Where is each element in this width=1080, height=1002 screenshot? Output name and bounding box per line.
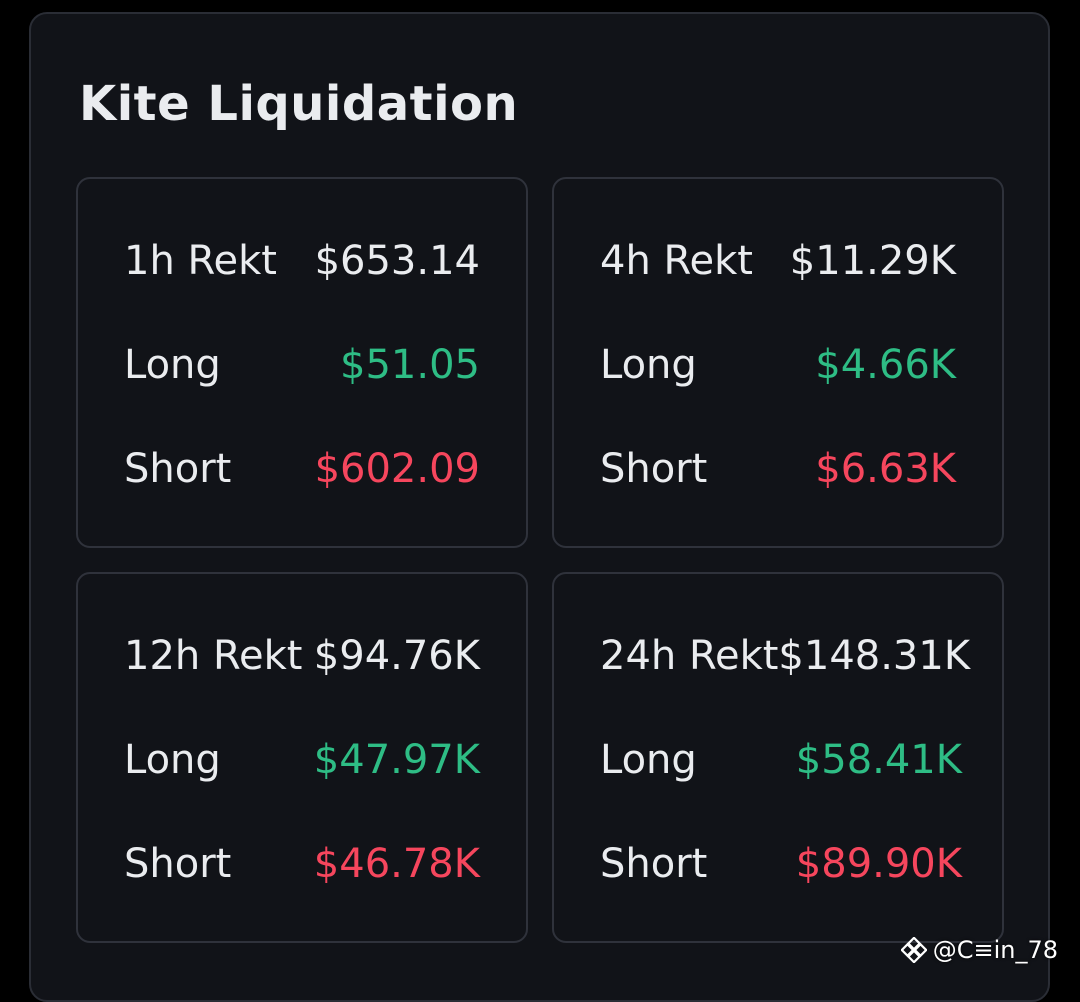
binance-logo-icon bbox=[901, 937, 927, 963]
liquidation-card-1h: 1h Rekt $653.14 Long $51.05 Short $602.0… bbox=[76, 177, 528, 548]
watermark: @C≡in_78 bbox=[901, 935, 1058, 965]
rekt-value: $94.76K bbox=[314, 631, 480, 681]
short-row: Short $46.78K bbox=[124, 839, 480, 889]
rekt-row: 24h Rekt $148.31K bbox=[600, 631, 962, 681]
rekt-label: 4h Rekt bbox=[600, 236, 753, 286]
long-row: Long $47.97K bbox=[124, 735, 480, 785]
long-label: Long bbox=[124, 735, 221, 785]
long-row: Long $4.66K bbox=[600, 340, 956, 390]
liquidation-card-12h: 12h Rekt $94.76K Long $47.97K Short $46.… bbox=[76, 572, 528, 943]
short-value: $602.09 bbox=[315, 444, 480, 494]
short-label: Short bbox=[124, 839, 231, 889]
short-label: Short bbox=[124, 444, 231, 494]
long-label: Long bbox=[124, 340, 221, 390]
short-value: $46.78K bbox=[314, 839, 480, 889]
long-label: Long bbox=[600, 735, 697, 785]
liquidation-card-24h: 24h Rekt $148.31K Long $58.41K Short $89… bbox=[552, 572, 1004, 943]
rekt-label: 12h Rekt bbox=[124, 631, 302, 681]
rekt-row: 1h Rekt $653.14 bbox=[124, 236, 480, 286]
liquidation-panel: Kite Liquidation 1h Rekt $653.14 Long $5… bbox=[29, 12, 1050, 1002]
rekt-label: 1h Rekt bbox=[124, 236, 277, 286]
long-value: $51.05 bbox=[340, 340, 480, 390]
short-row: Short $602.09 bbox=[124, 444, 480, 494]
long-value: $4.66K bbox=[815, 340, 956, 390]
long-row: Long $51.05 bbox=[124, 340, 480, 390]
long-value: $58.41K bbox=[796, 735, 962, 785]
short-label: Short bbox=[600, 444, 707, 494]
long-value: $47.97K bbox=[314, 735, 480, 785]
rekt-row: 4h Rekt $11.29K bbox=[600, 236, 956, 286]
long-row: Long $58.41K bbox=[600, 735, 962, 785]
short-row: Short $6.63K bbox=[600, 444, 956, 494]
rekt-label: 24h Rekt bbox=[600, 631, 778, 681]
long-label: Long bbox=[600, 340, 697, 390]
liquidation-card-4h: 4h Rekt $11.29K Long $4.66K Short $6.63K bbox=[552, 177, 1004, 548]
short-label: Short bbox=[600, 839, 707, 889]
rekt-value: $653.14 bbox=[315, 236, 480, 286]
watermark-text: @C≡in_78 bbox=[933, 935, 1058, 965]
short-row: Short $89.90K bbox=[600, 839, 962, 889]
rekt-row: 12h Rekt $94.76K bbox=[124, 631, 480, 681]
short-value: $89.90K bbox=[796, 839, 962, 889]
panel-title: Kite Liquidation bbox=[79, 74, 518, 134]
short-value: $6.63K bbox=[815, 444, 956, 494]
rekt-value: $148.31K bbox=[778, 631, 970, 681]
rekt-value: $11.29K bbox=[790, 236, 956, 286]
